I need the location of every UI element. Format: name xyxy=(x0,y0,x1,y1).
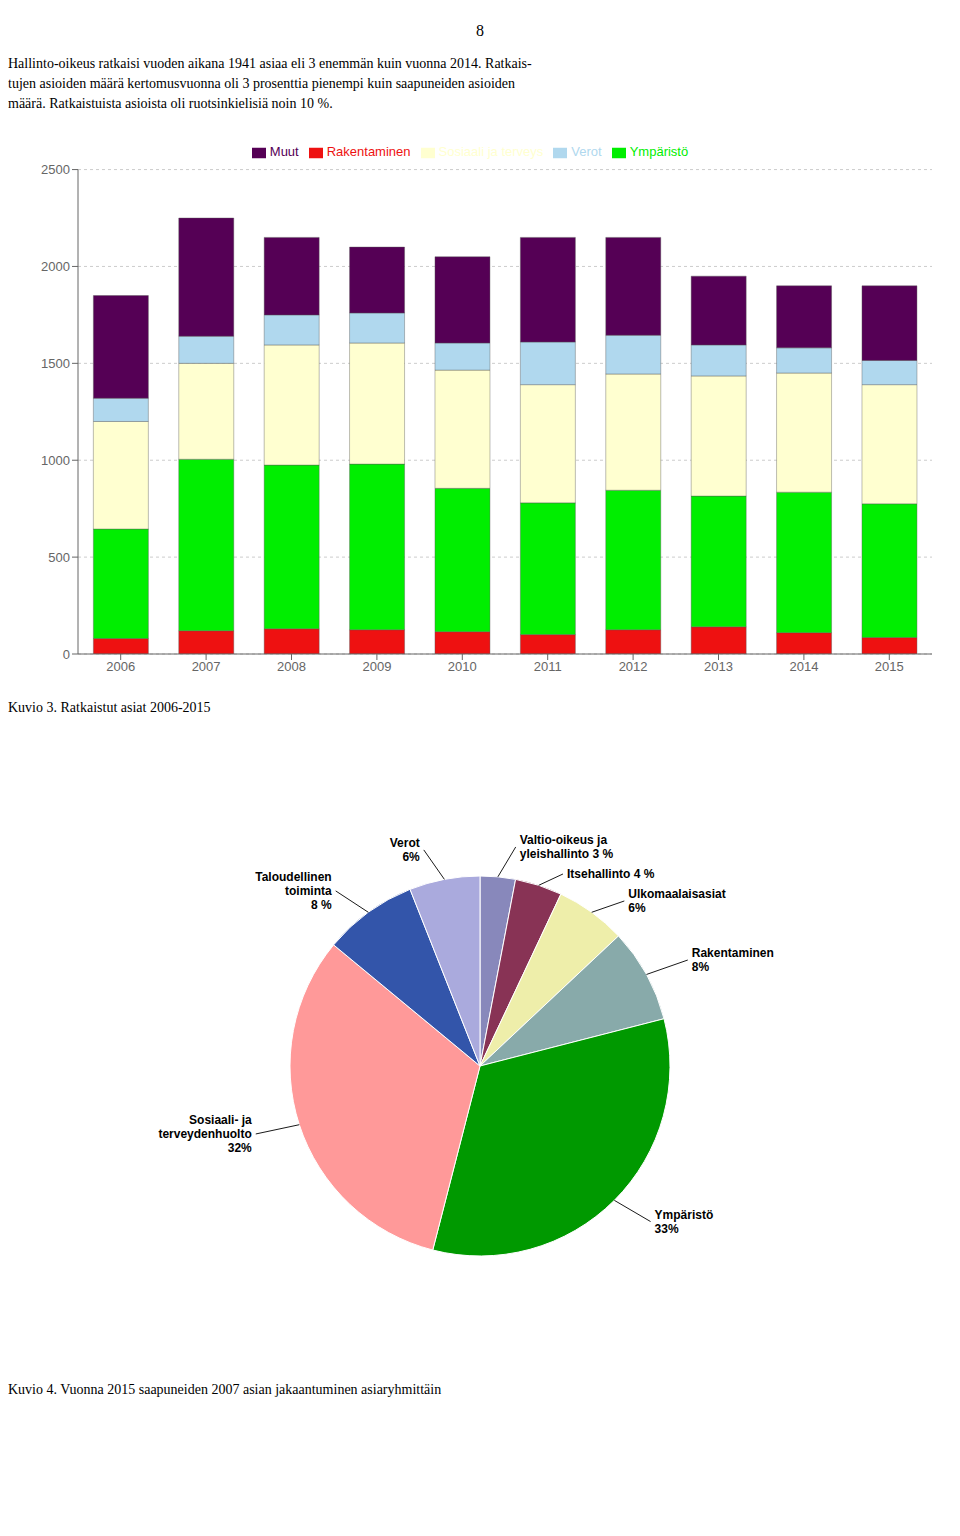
svg-text:0: 0 xyxy=(63,647,70,662)
html-text:Hallinto-oikeus ratkaisi vuode: Hallinto-oikeus ratkaisi vuoden aikana 1… xyxy=(8,56,532,71)
svg-text:Rakentaminen8%: Rakentaminen8% xyxy=(692,946,774,974)
svg-text:1500: 1500 xyxy=(41,356,70,371)
svg-text:Valtio-oikeus jayleishallinto: Valtio-oikeus jayleishallinto 3 % xyxy=(520,833,614,861)
svg-text:2008: 2008 xyxy=(277,659,306,674)
svg-text:Sosiaali- jaterveydenhuolto32%: Sosiaali- jaterveydenhuolto32% xyxy=(158,1113,252,1155)
svg-text:1000: 1000 xyxy=(41,453,70,468)
svg-text:2012: 2012 xyxy=(619,659,648,674)
html-text:8: 8 xyxy=(476,22,484,39)
html-text:Kuvio 4. Vuonna 2015 saapuneid: Kuvio 4. Vuonna 2015 saapuneiden 2007 as… xyxy=(8,1382,442,1397)
svg-text:500: 500 xyxy=(48,550,70,565)
svg-text:2011: 2011 xyxy=(534,659,562,674)
svg-text:Itsehallinto 4 %: Itsehallinto 4 % xyxy=(567,867,655,881)
html-text:määrä. Ratkaistuista asioista: määrä. Ratkaistuista asioista oli ruotsi… xyxy=(8,96,333,111)
svg-text:Ulkomaalaisasiat6%: Ulkomaalaisasiat6% xyxy=(628,887,725,915)
html-text:tujen asioiden määrä kertomusv: tujen asioiden määrä kertomusvuonna oli … xyxy=(8,76,515,91)
svg-text:2010: 2010 xyxy=(448,659,477,674)
svg-text:2015: 2015 xyxy=(875,659,904,674)
html-text:Rakentaminen: Rakentaminen xyxy=(326,144,411,159)
html-text:Verot: Verot xyxy=(571,144,602,159)
svg-text:Taloudellinentoiminta8 %: Taloudellinentoiminta8 % xyxy=(255,870,332,912)
html-text:Kuvio 3. Ratkaistut asiat 2006: Kuvio 3. Ratkaistut asiat 2006-2015 xyxy=(8,700,211,715)
svg-text:2007: 2007 xyxy=(192,659,221,674)
svg-text:2014: 2014 xyxy=(789,659,818,674)
svg-text:2006: 2006 xyxy=(106,659,135,674)
html-text:Sosiaali ja terveys: Sosiaali ja terveys xyxy=(438,144,544,159)
svg-text:2013: 2013 xyxy=(704,659,733,674)
svg-text:2009: 2009 xyxy=(362,659,391,674)
svg-text:Verot6%: Verot6% xyxy=(390,836,420,864)
svg-text:2000: 2000 xyxy=(41,259,70,274)
svg-text:2500: 2500 xyxy=(41,162,70,177)
svg-text:Ympäristö33%: Ympäristö33% xyxy=(655,1208,714,1236)
html-text:Muut: Muut xyxy=(269,144,299,159)
html-text:Ympäristö: Ympäristö xyxy=(629,144,689,159)
